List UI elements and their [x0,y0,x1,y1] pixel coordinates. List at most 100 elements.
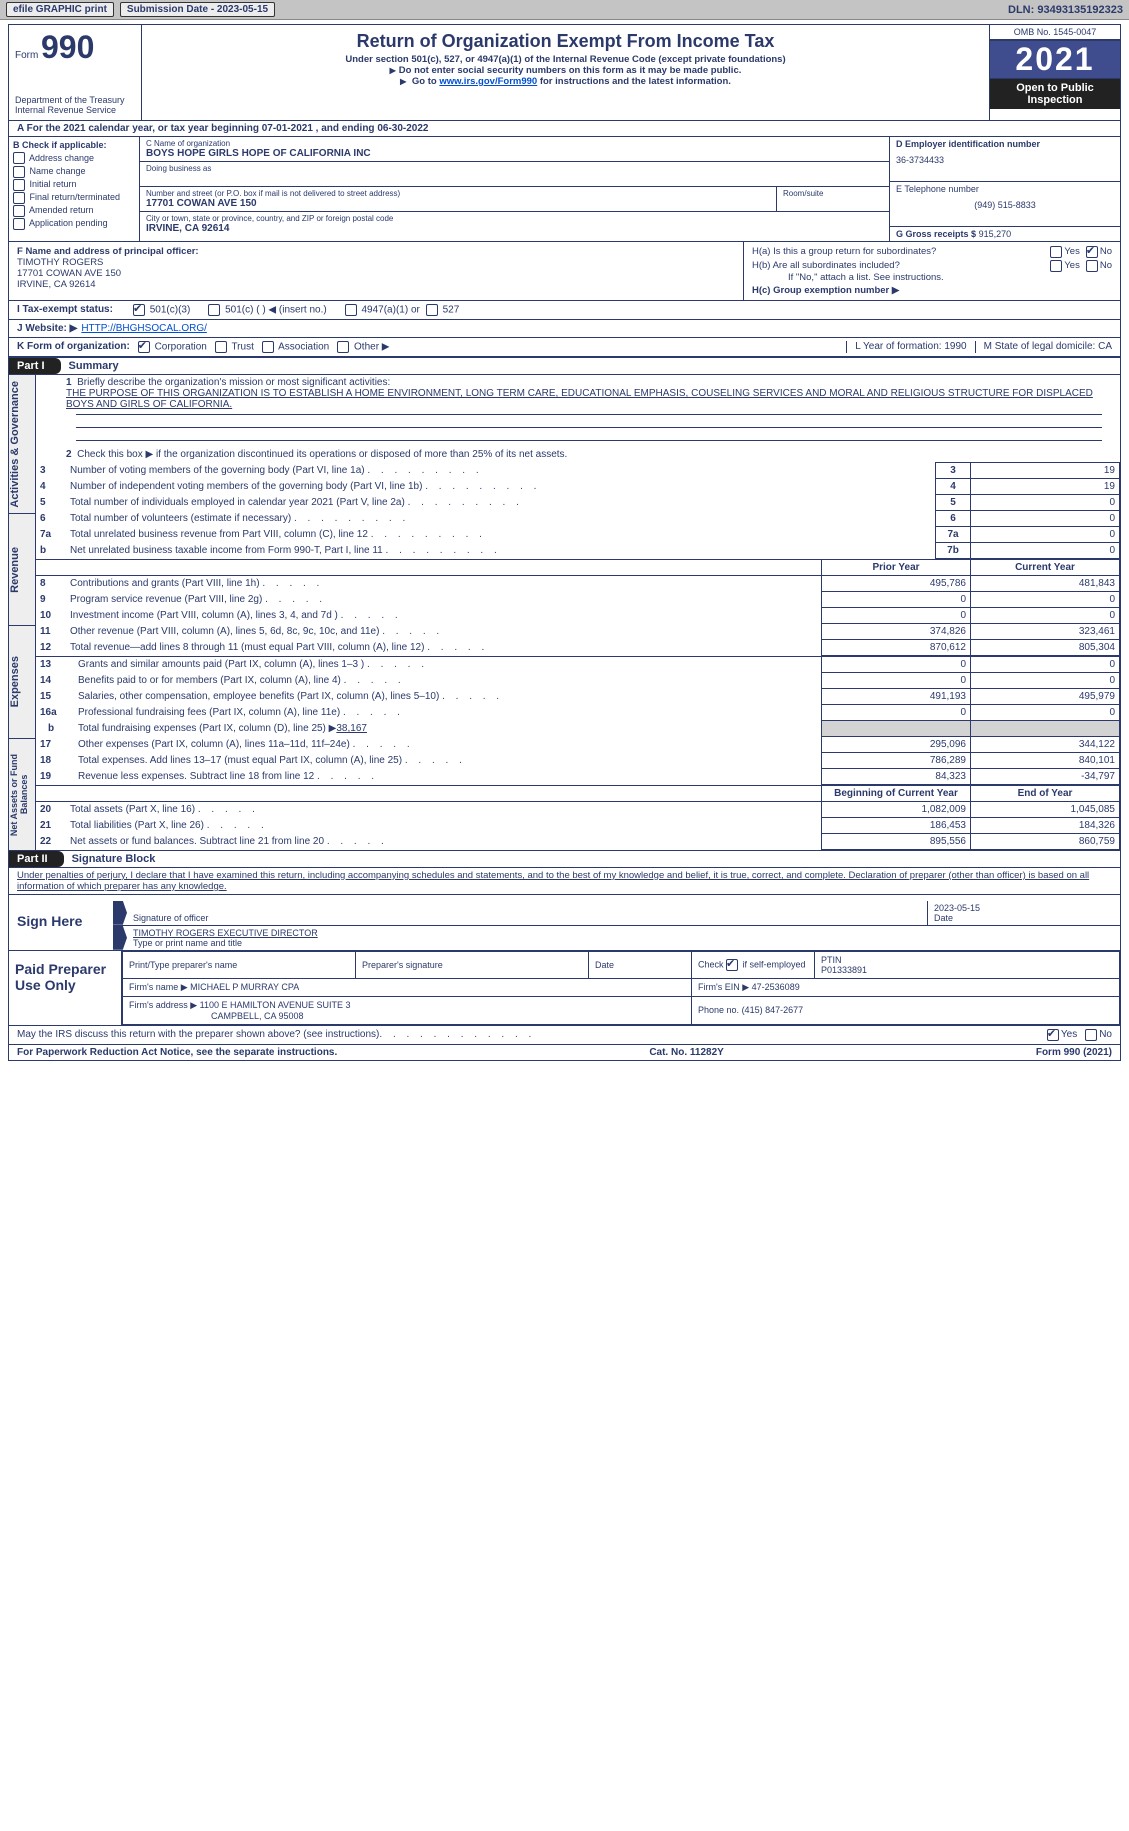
section-j: J Website: ▶ HTTP://BHGHSOCAL.ORG/ [9,320,1120,338]
self-employed-check[interactable]: Check if self-employed [692,951,815,978]
summary-row-9: 9Program service revenue (Part VIII, lin… [36,591,1120,607]
chk-app-pending[interactable]: Application pending [13,217,135,230]
form-header-row: Form 990 Department of the Treasury Inte… [9,25,1120,121]
form-number-box: Form 990 Department of the Treasury Inte… [9,25,142,120]
form990-link[interactable]: www.irs.gov/Form990 [439,76,537,87]
chk-initial-return[interactable]: Initial return [13,178,135,191]
part2-title: Signature Block [64,853,164,865]
discuss-row: May the IRS discuss this return with the… [9,1026,1120,1044]
officer-name: TIMOTHY ROGERS [17,257,735,268]
mission-text: THE PURPOSE OF THIS ORGANIZATION IS TO E… [66,388,1093,410]
firm-name-cell: Firm's name ▶ MICHAEL P MURRAY CPA [123,978,692,996]
summary-row-18: 18Total expenses. Add lines 13–17 (must … [36,752,1120,768]
goto-post: for instructions and the latest informat… [540,76,731,87]
submission-date-tag: Submission Date - 2023-05-15 [120,2,275,17]
form-word: Form [15,50,38,61]
j-label: J Website: ▶ [17,323,77,334]
chk-501c3[interactable] [133,304,145,316]
side-tabs: Activities & Governance Revenue Expenses… [9,375,36,850]
chk-527[interactable] [426,304,438,316]
chk-name-change[interactable]: Name change [13,165,135,178]
ha-no[interactable] [1086,246,1098,258]
c-name-label: C Name of organization [146,139,883,148]
check-if-applicable: B Check if applicable: Address change Na… [9,137,140,241]
chk-association[interactable] [262,341,274,353]
officer-signature[interactable]: Signature of officer [127,901,927,925]
dln-label: DLN: 93493135192323 [1008,4,1123,16]
chk-corporation[interactable] [138,341,150,353]
firm-addr-cell: Firm's address ▶ 1100 E HAMILTON AVENUE … [123,996,692,1024]
prep-sig[interactable]: Preparer's signature [356,951,589,978]
discuss-yes[interactable] [1047,1029,1059,1041]
summary-table-expenses: 13Grants and similar amounts paid (Part … [36,656,1120,785]
summary-row-14: 14Benefits paid to or for members (Part … [36,672,1120,688]
chk-amended-return[interactable]: Amended return [13,204,135,217]
addr-label: Number and street (or P.O. box if mail i… [146,189,770,198]
signature-date: 2023-05-15Date [927,901,1120,925]
declaration-text: Under penalties of perjury, I declare th… [9,868,1120,894]
efile-print-button[interactable]: efile GRAPHIC print [6,2,114,17]
preparer-block: Paid Preparer Use Only Print/Type prepar… [9,951,1120,1026]
right-info-block: D Employer identification number 36-3734… [889,137,1120,241]
sign-here-label: Sign Here [9,895,105,950]
summary-row-b: bNet unrelated business taxable income f… [36,542,1120,558]
summary-row-13: 13Grants and similar amounts paid (Part … [36,656,1120,672]
summary-row-7a: 7aTotal unrelated business revenue from … [36,526,1120,542]
top-bar: efile GRAPHIC print Submission Date - 20… [0,0,1129,20]
summary-table-netassets: Beginning of Current YearEnd of Year 20T… [36,785,1120,850]
officer-addr1: 17701 COWAN AVE 150 [17,268,735,279]
form-year-footer: Form 990 (2021) [1036,1047,1112,1058]
hb-no[interactable] [1086,260,1098,272]
addr-value: 17701 COWAN AVE 150 [146,198,770,209]
summary-table-revenue: Prior YearCurrent Year 8Contributions an… [36,559,1120,656]
tax-year: 2021 [990,40,1120,79]
part1-label: Part I [9,358,61,374]
chk-501c-other[interactable] [208,304,220,316]
tab-netassets: Net Assets or Fund Balances [9,739,35,850]
hb-yes[interactable] [1050,260,1062,272]
chk-other[interactable] [337,341,349,353]
chk-address-change[interactable]: Address change [13,152,135,165]
ptin-cell: PTINP01333891 [815,951,1120,978]
beg-year-hdr: Beginning of Current Year [822,785,971,801]
prep-name: Print/Type preparer's name [123,951,356,978]
summary-row-6: 6Total number of volunteers (estimate if… [36,510,1120,526]
summary-table-simple: 3Number of voting members of the governi… [36,462,1120,559]
discuss-no[interactable] [1085,1029,1097,1041]
ha-yes[interactable] [1050,246,1062,258]
section-f-h: F Name and address of principal officer:… [9,242,1120,301]
part2-header: Part II Signature Block [9,850,1120,868]
firm-ein-cell: Firm's EIN ▶ 47-2536089 [692,978,1120,996]
part1-header: Part I Summary [9,357,1120,375]
phone-cell: Phone no. (415) 847-2677 [692,996,1120,1024]
line16b-value: 38,167 [336,723,367,734]
ein-label: D Employer identification number [896,139,1114,149]
prep-date: Date [589,951,692,978]
goto-pre: Go to [412,76,439,87]
paperwork-notice: For Paperwork Reduction Act Notice, see … [17,1047,337,1058]
prior-year-hdr: Prior Year [822,559,971,575]
summary-row-22: 22Net assets or fund balances. Subtract … [36,833,1120,849]
dept-label: Department of the Treasury Internal Reve… [15,96,135,116]
chk-4947[interactable] [345,304,357,316]
current-year-hdr: Current Year [971,559,1120,575]
section-b-block: B Check if applicable: Address change Na… [9,137,1120,242]
part1-title: Summary [61,360,127,372]
hb-note: If "No," attach a list. See instructions… [788,272,1112,283]
line2: 2 Check this box ▶ if the organization d… [36,447,1120,462]
sign-block: Sign Here Signature of officer 2023-05-1… [9,894,1120,951]
chk-trust[interactable] [215,341,227,353]
summary-row-15: 15Salaries, other compensation, employee… [36,688,1120,704]
omb-label: OMB No. 1545-0047 [990,25,1120,40]
tab-revenue: Revenue [9,541,35,599]
dba-label: Doing business as [146,164,883,173]
part2-label: Part II [9,851,64,867]
summary-row-17: 17Other expenses (Part IX, column (A), l… [36,736,1120,752]
hb-label: H(b) Are all subordinates included? [752,260,1050,271]
website-link[interactable]: HTTP://BHGHSOCAL.ORG/ [81,323,207,334]
chk-final-return[interactable]: Final return/terminated [13,191,135,204]
arrow-icon [113,926,127,950]
gross-value: 915,270 [979,229,1012,239]
city-label: City or town, state or province, country… [146,214,883,223]
summary-row-11: 11Other revenue (Part VIII, column (A), … [36,623,1120,639]
